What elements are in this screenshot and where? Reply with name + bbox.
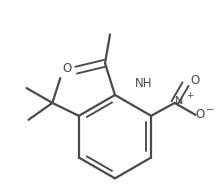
Text: O: O bbox=[195, 108, 205, 121]
Text: NH: NH bbox=[135, 77, 152, 90]
Text: O: O bbox=[191, 74, 200, 87]
Text: O: O bbox=[63, 62, 72, 75]
Text: N: N bbox=[175, 96, 183, 106]
Text: −: − bbox=[206, 105, 215, 115]
Text: +: + bbox=[187, 92, 194, 100]
